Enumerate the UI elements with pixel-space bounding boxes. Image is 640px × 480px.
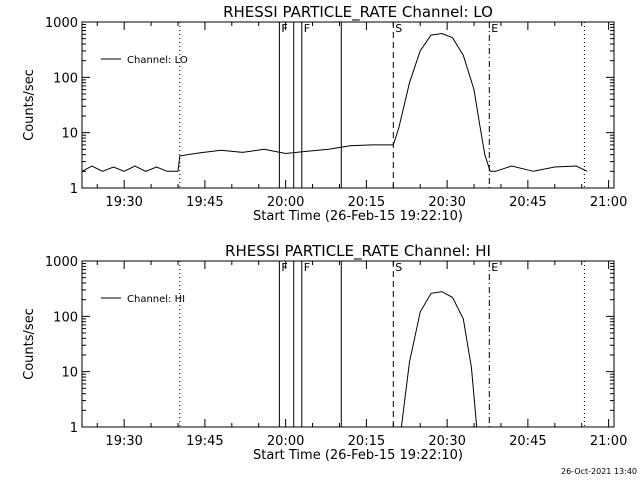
y-axis-label: Counts/sec [22, 308, 37, 380]
y-tick-label: 1000 [45, 255, 78, 270]
y-tick-label: 1000 [45, 16, 78, 31]
y-tick-label: 1 [70, 182, 78, 197]
event-marker-label: E [491, 22, 498, 35]
y-tick-label: 10 [61, 366, 78, 381]
legend-label: Channel: LO [127, 55, 188, 66]
event-marker-label: S [395, 261, 402, 274]
x-tick-label: 21:00 [590, 434, 627, 449]
chart-title: RHESSI PARTICLE_RATE Channel: LO [223, 3, 493, 22]
x-tick-label: 20:45 [509, 195, 546, 210]
x-tick-label: 19:45 [186, 195, 223, 210]
series-line [81, 32, 588, 172]
event-marker-label: F [304, 22, 310, 35]
event-marker-label: F [281, 22, 287, 35]
y-tick-label: 1 [70, 421, 78, 436]
x-tick-label: 20:45 [509, 434, 546, 449]
y-tick-label: 100 [53, 310, 78, 325]
event-marker-label: S [395, 22, 402, 35]
y-tick-label: 100 [53, 71, 78, 86]
x-tick-label: 21:00 [590, 195, 627, 210]
x-axis-label: Start Time (26-Feb-15 19:22:10) [253, 448, 463, 463]
x-tick-label: 20:15 [348, 195, 385, 210]
x-tick-label: 20:15 [348, 434, 385, 449]
x-tick-label: 19:45 [186, 434, 223, 449]
legend-label: Channel: HI [127, 294, 185, 305]
x-axis-label: Start Time (26-Feb-15 19:22:10) [253, 209, 463, 224]
plot-frame [81, 21, 615, 189]
generation-timestamp: 26-Oct-2021 13:40 [561, 467, 637, 476]
event-marker-label: F [304, 261, 310, 274]
x-tick-label: 20:00 [267, 434, 304, 449]
y-tick-label: 10 [61, 127, 78, 142]
event-marker-label: E [491, 261, 498, 274]
x-tick-label: 20:30 [428, 434, 465, 449]
x-tick-label: 19:30 [105, 195, 142, 210]
x-tick-label: 20:00 [267, 195, 304, 210]
series-line [400, 291, 478, 428]
event-marker-label: F [281, 261, 287, 274]
plot-frame [81, 260, 615, 428]
x-tick-label: 20:30 [428, 195, 465, 210]
chart-title: RHESSI PARTICLE_RATE Channel: HI [225, 242, 491, 261]
x-tick-label: 19:30 [105, 434, 142, 449]
y-axis-label: Counts/sec [22, 69, 37, 141]
